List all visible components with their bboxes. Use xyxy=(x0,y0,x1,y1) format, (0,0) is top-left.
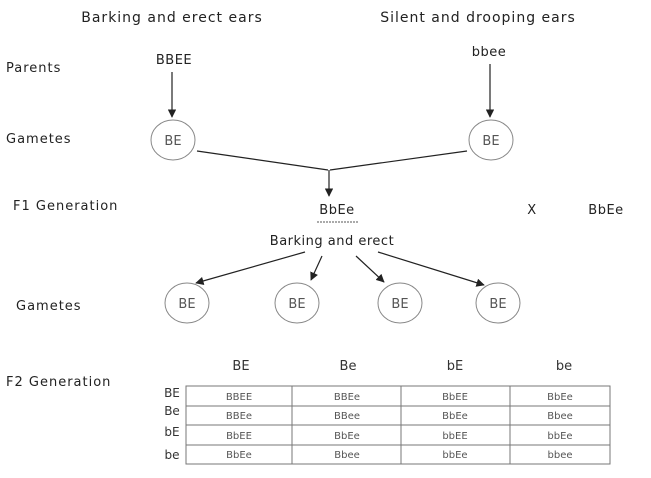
label-f2-generation: F2 Generation xyxy=(6,375,111,390)
gamete-parent-left: BE xyxy=(150,119,196,161)
parent-left-genotype: BBEE xyxy=(156,53,192,68)
punnett-row-header-4: be xyxy=(165,448,180,462)
punnett-cell-r3-c3: bbEE xyxy=(442,431,467,442)
parent-right-genotype: bbee xyxy=(472,45,507,60)
punnett-cell-r2-c1: BBEe xyxy=(226,411,252,422)
gamete-parent-right: BE xyxy=(468,119,514,161)
header-right: Silent and drooping ears xyxy=(380,10,576,26)
f1-gamete-4: BE xyxy=(475,282,521,324)
punnett-col-header-1: BE xyxy=(232,359,249,374)
f1-gamete-2: BE xyxy=(274,282,320,324)
f1-gamete-3: BE xyxy=(377,282,423,324)
punnett-cell-r1-c2: BBEe xyxy=(334,392,360,403)
header-left: Barking and erect ears xyxy=(81,10,263,26)
f1-gamete-1: BE xyxy=(164,282,210,324)
arrow-f1-gamete-1 xyxy=(195,251,306,285)
f1-gamete-2-label: BE xyxy=(288,297,305,312)
punnett-row-header-1: BE xyxy=(164,386,180,400)
line-left-to-f1 xyxy=(196,150,329,171)
punnett-cell-r4-c1: BbEe xyxy=(226,450,252,461)
punnett-row-header-3: bE xyxy=(164,425,179,439)
punnett-col-header-4: be xyxy=(556,359,572,374)
f1-phenotype: Barking and erect xyxy=(270,234,394,249)
punnett-cell-r2-c4: Bbee xyxy=(547,411,573,422)
punnett-cell-r3-c2: BbEe xyxy=(334,431,360,442)
punnett-cell-r4-c2: Bbee xyxy=(334,450,360,461)
line-right-to-f1 xyxy=(329,150,468,171)
f1-gamete-3-label: BE xyxy=(391,297,408,312)
f1-cross-symbol: X xyxy=(527,203,536,218)
label-f1-generation: F1 Generation xyxy=(13,199,118,214)
arrow-f1-gamete-3 xyxy=(355,255,385,283)
label-parents: Parents xyxy=(6,61,61,76)
punnett-cell-r1-c3: BbEE xyxy=(442,392,468,403)
punnett-cell-r2-c3: BbEe xyxy=(442,411,468,422)
punnett-square xyxy=(185,385,611,465)
label-gametes: Gametes xyxy=(6,132,72,147)
gamete-parent-left-label: BE xyxy=(164,134,181,149)
punnett-cell-r1-c1: BBEE xyxy=(226,392,252,403)
arrow-f1-gamete-4 xyxy=(377,251,485,287)
punnett-cell-r2-c2: BBee xyxy=(334,411,360,422)
arrow-f1-gamete-2 xyxy=(310,255,323,281)
punnett-col-header-2: Be xyxy=(340,359,357,374)
punnett-row-header-2: Be xyxy=(164,404,180,418)
punnett-cell-r3-c4: bbEe xyxy=(547,431,572,442)
punnett-cell-r3-c1: BbEE xyxy=(226,431,252,442)
f1-cross-genotype: BbEe xyxy=(588,203,623,218)
f1-genotype: BbEe xyxy=(319,203,354,218)
punnett-cells: BBEE BBEe BbEE BbEe BBEe BBee BbEe Bbee … xyxy=(226,392,573,461)
gamete-parent-right-label: BE xyxy=(482,134,499,149)
f1-gamete-4-label: BE xyxy=(489,297,506,312)
label-gametes-f1: Gametes xyxy=(16,299,82,314)
f1-gamete-1-label: BE xyxy=(178,297,195,312)
punnett-cell-r1-c4: BbEe xyxy=(547,392,573,403)
punnett-col-header-3: bE xyxy=(447,359,463,374)
punnett-cell-r4-c3: bbEe xyxy=(442,450,467,461)
punnett-cell-r4-c4: bbee xyxy=(548,450,573,461)
